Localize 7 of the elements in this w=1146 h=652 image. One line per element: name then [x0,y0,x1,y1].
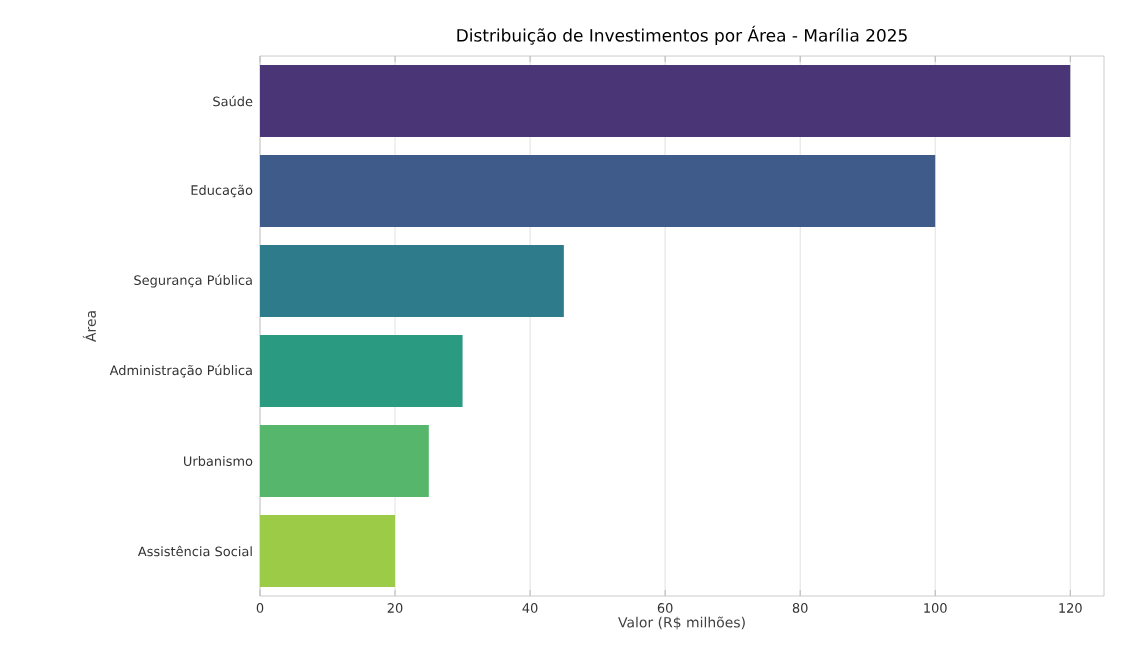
bar [260,155,936,228]
bar [260,65,1071,138]
bar [260,515,396,588]
bar [260,245,564,318]
chart-title: Distribuição de Investimentos por Área - Marília 2025 [457,25,907,46]
bar [260,335,463,408]
bar [260,425,429,498]
